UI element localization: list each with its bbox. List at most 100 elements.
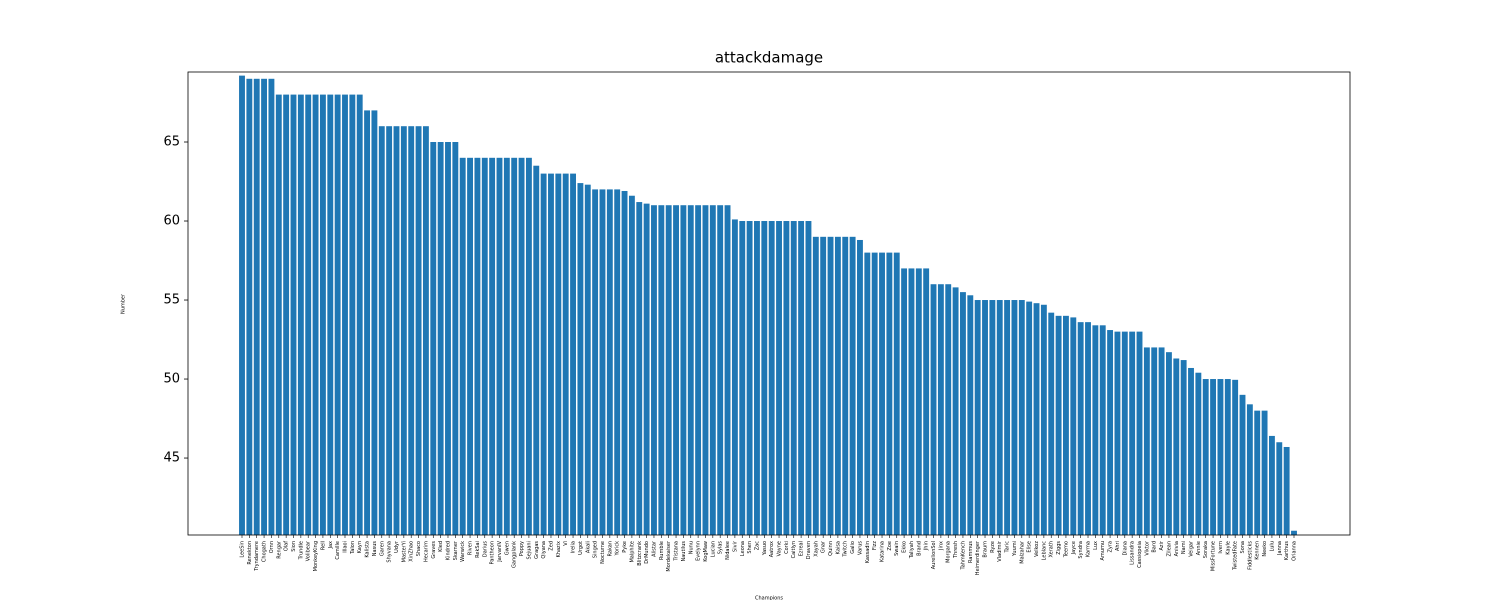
bar [658, 205, 665, 536]
x-tick-label: RekSai [475, 541, 481, 558]
bar [776, 221, 782, 535]
x-tick-label: Singed [593, 541, 599, 558]
bar [1232, 379, 1239, 535]
bar [960, 292, 966, 535]
x-tick-label: Shen [747, 541, 753, 554]
bar [334, 94, 341, 536]
x-tick-label: Taric [1005, 541, 1011, 554]
bar [364, 110, 371, 535]
bar [930, 284, 937, 535]
x-tick-label: Irelia [571, 541, 577, 553]
x-tick-label: Kassadin [865, 541, 871, 563]
bar [967, 295, 974, 535]
x-tick-label: Nunu [688, 541, 694, 554]
x-tick-label: Kayn [357, 541, 363, 553]
bar [592, 189, 599, 535]
bar [1254, 410, 1261, 535]
x-tick-label: Lissandra [1130, 541, 1136, 565]
bar [820, 236, 827, 535]
bar [261, 78, 268, 535]
x-tick-label: TwistedFate [1233, 541, 1239, 571]
x-tick-label: Kayle [1225, 541, 1231, 555]
x-tick-label: Taliyah [909, 541, 915, 559]
bar [393, 126, 400, 536]
bar [651, 205, 657, 536]
bar [665, 205, 672, 536]
bar [1158, 347, 1165, 535]
x-tick-label: Jhin [924, 541, 930, 551]
x-tick-label: Malphite [629, 541, 635, 563]
x-tick-label: Tristana [674, 541, 680, 562]
bar [378, 126, 385, 536]
x-tick-label: Sion [291, 541, 297, 552]
x-tick-label: Rengar [276, 540, 282, 559]
x-tick-label: Urgot [578, 541, 584, 555]
y-tick-label: 45 [163, 451, 180, 466]
x-tick-label: Galio [850, 541, 856, 554]
bar [731, 219, 738, 535]
bar [695, 205, 702, 536]
x-tick-label: Ryze [990, 541, 996, 553]
bar [1026, 301, 1033, 535]
bar [687, 205, 694, 536]
bar [283, 94, 290, 536]
bar [636, 202, 643, 536]
x-tick-label: Alistar [651, 540, 657, 557]
x-tick-label: Evelynn [696, 541, 702, 561]
x-tick-label: Morgana [946, 541, 952, 563]
bar [1202, 379, 1209, 535]
x-tick-label: Velkoz [1034, 541, 1040, 557]
x-tick-label: Khazix [556, 541, 562, 558]
bar [1195, 372, 1202, 535]
bar [864, 252, 871, 535]
x-tick-label: Renekton [247, 541, 253, 565]
bar [489, 157, 496, 535]
x-tick-label: Hecarim [423, 541, 429, 562]
bar [1033, 303, 1040, 535]
bar [319, 94, 326, 536]
x-tick-label: Yasuo [762, 541, 768, 556]
bar [1180, 360, 1187, 535]
bar [621, 190, 628, 535]
bar [415, 126, 422, 536]
bar [386, 126, 393, 536]
bar [1261, 410, 1268, 535]
x-tick-label: Vayne [777, 541, 783, 556]
bar [1217, 379, 1224, 535]
x-tick-label: Vi [563, 541, 569, 546]
bar [430, 142, 437, 536]
x-tick-label: Jinx [938, 541, 944, 551]
bar [614, 189, 621, 535]
bar [327, 94, 334, 536]
bar [467, 157, 473, 535]
bar [746, 221, 753, 535]
bar [1210, 379, 1217, 535]
bar [599, 189, 606, 535]
bar [1173, 358, 1180, 535]
x-tick-label: Poppy [519, 541, 525, 556]
x-tick-label: Kled [438, 541, 444, 552]
x-tick-label: Viktor [1144, 540, 1150, 556]
x-tick-label: TahmKench [960, 541, 966, 571]
bar [893, 252, 900, 535]
x-tick-label: Kindred [445, 541, 451, 560]
bar [908, 268, 915, 535]
bar [761, 221, 768, 535]
x-tick-label: Qiyana [541, 541, 547, 559]
bar [798, 221, 805, 535]
x-tick-label: Shaco [416, 541, 422, 556]
x-tick-label: JarvanIV [497, 540, 503, 562]
bar [842, 236, 849, 535]
bar [989, 300, 996, 535]
bar [1121, 331, 1128, 535]
x-tick-label: Ornn [269, 541, 275, 553]
bar [996, 300, 1003, 535]
x-tick-label: Yuumi [1012, 541, 1018, 557]
x-tick-label: Draven [806, 541, 812, 559]
x-tick-label: Kennen [1255, 541, 1261, 560]
x-tick-label: Zed [548, 541, 554, 551]
bar [1136, 331, 1143, 535]
bar [1070, 317, 1077, 535]
x-tick-label: Ahri [1115, 541, 1121, 551]
